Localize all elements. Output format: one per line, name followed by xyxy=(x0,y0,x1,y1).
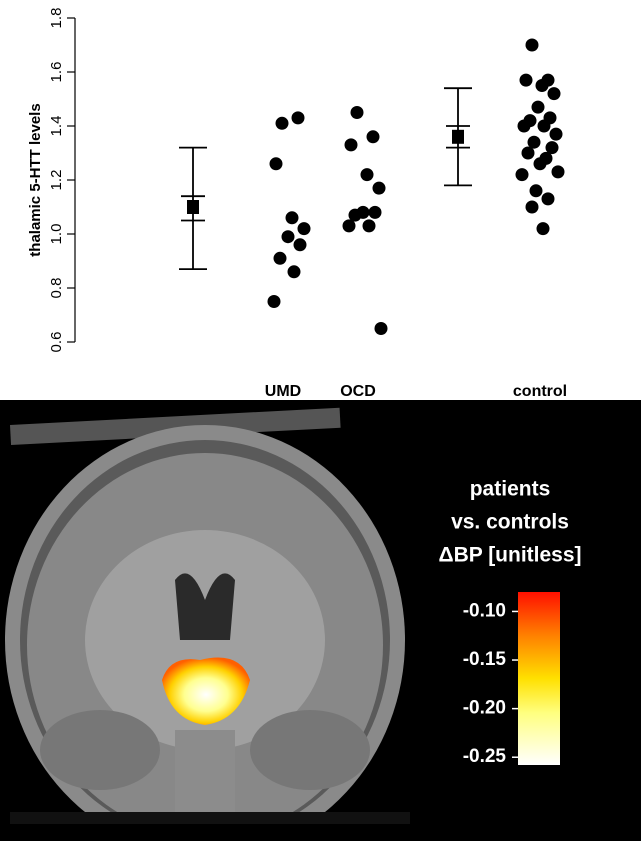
data-point xyxy=(536,79,549,92)
data-point xyxy=(288,265,301,278)
data-point xyxy=(552,165,565,178)
colorbar-tick-label: -0.10 xyxy=(463,600,506,621)
y-tick-label: 0.6 xyxy=(48,332,65,353)
colorbar-title: patients xyxy=(470,478,551,501)
colorbar-tick-label: -0.15 xyxy=(463,649,507,670)
data-point xyxy=(534,157,547,170)
data-point xyxy=(550,128,563,141)
data-point xyxy=(526,201,539,214)
data-point xyxy=(538,120,551,133)
data-point xyxy=(268,295,281,308)
data-point xyxy=(292,111,305,124)
data-point xyxy=(522,147,535,160)
data-point xyxy=(542,192,555,205)
brainstem xyxy=(175,730,235,820)
data-point xyxy=(518,120,531,133)
figure: 0.6 0.8 1.0 1.2 1.4 1.6 1.8 thalamic 5-HTT leve… xyxy=(0,0,641,841)
colorbar-tick-label: -0.20 xyxy=(463,698,506,719)
data-point xyxy=(286,211,299,224)
temporal-lobe xyxy=(40,710,160,790)
data-point xyxy=(526,39,539,52)
x-category-label: UMD xyxy=(265,383,301,400)
data-point xyxy=(282,230,295,243)
data-point xyxy=(520,74,533,87)
data-point xyxy=(373,182,386,195)
data-point xyxy=(276,117,289,130)
mean-marker xyxy=(187,200,199,214)
data-point xyxy=(363,219,376,232)
data-point xyxy=(548,87,561,100)
data-point xyxy=(537,222,550,235)
colorbar-tick-label: -0.25 xyxy=(463,746,507,767)
data-point xyxy=(270,157,283,170)
data-point xyxy=(298,222,311,235)
data-point xyxy=(361,168,374,181)
data-point xyxy=(345,138,358,151)
data-point xyxy=(274,252,287,265)
data-point xyxy=(369,206,382,219)
y-tick-label: 1.0 xyxy=(48,224,65,245)
data-point xyxy=(530,184,543,197)
y-tick-label: 1.6 xyxy=(48,62,65,83)
data-point xyxy=(367,130,380,143)
colorbar-title: ΔBP [unitless] xyxy=(438,544,581,567)
temporal-lobe xyxy=(250,710,370,790)
y-tick-label: 0.8 xyxy=(48,278,65,299)
data-point xyxy=(343,219,356,232)
mean-marker xyxy=(452,130,464,144)
data-point xyxy=(375,322,388,335)
y-axis-label: thalamic 5-HTT levels xyxy=(27,103,44,256)
colorbar-title: vs. controls xyxy=(451,511,569,534)
data-point xyxy=(351,106,364,119)
artifact xyxy=(10,812,410,824)
y-tick-label: 1.2 xyxy=(48,170,65,191)
data-point xyxy=(532,101,545,114)
colorbar xyxy=(518,592,560,765)
data-point xyxy=(516,168,529,181)
x-category-label: OCD xyxy=(340,383,376,400)
y-tick-label: 1.4 xyxy=(48,116,65,137)
x-category-label: control xyxy=(513,383,567,400)
data-point xyxy=(294,238,307,251)
y-tick-label: 1.8 xyxy=(48,8,65,29)
